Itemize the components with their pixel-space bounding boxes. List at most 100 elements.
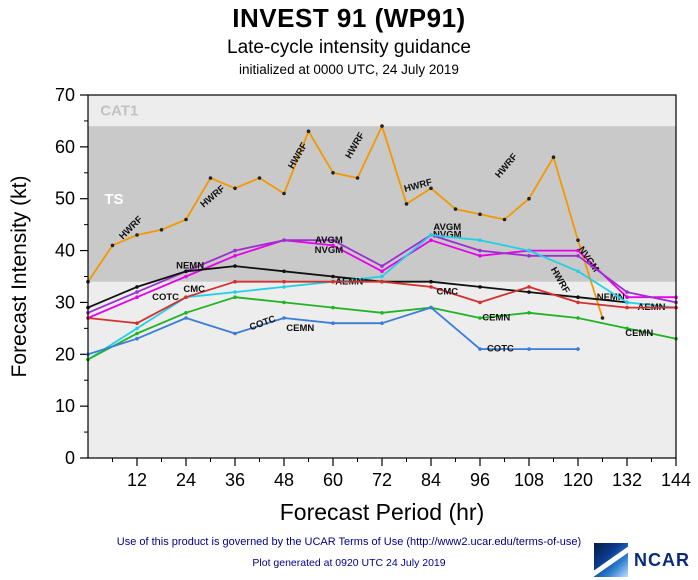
series-label-cemn: CEMN: [482, 313, 510, 324]
series-marker-hwrf: [135, 233, 139, 237]
ncar-logo-text: NCAR: [634, 549, 690, 570]
series-marker-hwrf: [453, 207, 458, 211]
series-marker-cmc: [478, 300, 482, 305]
series-marker-hwrf: [110, 243, 115, 248]
series-marker-cmc: [233, 279, 237, 284]
series-label-nvgm: NVGM: [433, 230, 462, 241]
series-label-avgm: AVGM: [433, 222, 461, 233]
series-marker-hwrf: [478, 212, 482, 217]
ncar-logo-icon: [594, 543, 628, 577]
series-marker-cotc: [429, 305, 433, 310]
series-marker-avgm: [478, 248, 482, 253]
ncar-logo: NCAR: [594, 543, 690, 577]
series-marker-nvgm: [478, 254, 482, 258]
series-marker-hwrf: [551, 155, 556, 159]
series-marker-aemn: [380, 274, 384, 279]
series-marker-cmc: [331, 279, 335, 284]
x-tick-label: 144: [661, 470, 691, 490]
series-marker-cmc: [380, 279, 384, 284]
y-axis-label: Forecast Intensity (kt): [8, 176, 31, 378]
y-tick-label: 40: [55, 241, 75, 261]
series-label-cmc: CMC: [436, 287, 458, 298]
y-tick-label: 50: [55, 189, 75, 209]
series-label-cotc: COTC: [487, 344, 514, 355]
series-marker-nvgm: [429, 238, 433, 242]
band-label-ts: TS: [104, 191, 123, 208]
series-marker-cemn: [478, 316, 482, 320]
series-label-nemn: NEMN: [597, 292, 625, 303]
series-marker-avgm: [233, 248, 237, 253]
series-marker-cmc: [282, 279, 286, 284]
chart-subtitle: Late-cycle intensity guidance: [227, 37, 471, 58]
series-marker-nvgm: [135, 295, 139, 300]
series-marker-hwrf: [159, 228, 164, 232]
series-marker-hwrf: [306, 129, 311, 134]
series-marker-cotc: [331, 321, 335, 326]
series-marker-cotc: [184, 316, 188, 320]
series-marker-cotc: [478, 347, 482, 351]
series-marker-cotc: [527, 347, 531, 351]
series-marker-hwrf: [527, 196, 531, 201]
series-marker-hwrf: [429, 186, 433, 191]
series-marker-avgm: [527, 254, 531, 258]
series-marker-aemn: [233, 290, 237, 294]
series-marker-cotc: [233, 331, 237, 336]
series-marker-hwrf: [257, 176, 262, 180]
band-cat1: [88, 95, 676, 127]
series-marker-nemn: [429, 279, 433, 284]
series-marker-cemn: [625, 326, 629, 331]
series-marker-avgm: [135, 290, 139, 294]
series-marker-nemn: [331, 274, 335, 279]
series-marker-hwrf: [184, 217, 188, 222]
series-marker-aemn: [478, 238, 482, 242]
x-tick-label: 108: [514, 470, 544, 490]
page-title: INVEST 91 (WP91): [232, 3, 466, 33]
series-marker-hwrf: [576, 238, 580, 242]
series-marker-cemn: [331, 305, 335, 310]
x-tick-label: 36: [225, 470, 245, 490]
series-marker-avgm: [625, 290, 629, 294]
series-marker-avgm: [282, 238, 286, 242]
series-marker-cotc: [380, 321, 384, 326]
terms-of-use-text: Use of this product is governed by the U…: [116, 536, 582, 548]
series-marker-nemn: [478, 285, 482, 289]
series-marker-hwrf: [600, 316, 605, 320]
series-marker-cmc: [527, 285, 531, 289]
plot-border: [87, 94, 677, 459]
series-marker-cmc: [576, 300, 580, 305]
series-marker-nvgm: [331, 243, 335, 248]
series-marker-hwrf: [404, 202, 409, 206]
series-marker-aemn: [625, 300, 629, 305]
series-label-cemn: CEMN: [625, 328, 653, 339]
series-marker-hwrf: [282, 191, 286, 196]
series-marker-nemn: [527, 290, 531, 294]
series-marker-cemn: [576, 316, 580, 320]
x-tick-label: 132: [612, 470, 642, 490]
y-tick-label: 60: [55, 137, 75, 157]
series-label-nvgm: NVGM: [315, 245, 344, 256]
series-marker-aemn: [282, 285, 286, 289]
series-marker-nvgm: [184, 274, 188, 279]
series-marker-avgm: [331, 238, 335, 242]
series-marker-avgm: [576, 254, 580, 258]
x-tick-label: 84: [421, 470, 441, 490]
series-marker-hwrf: [380, 124, 384, 128]
series-marker-aemn: [135, 326, 139, 331]
series-marker-nemn: [282, 269, 286, 274]
series-marker-cmc: [135, 321, 139, 326]
series-line-hwrf: [87, 125, 604, 319]
y-tick-label: 70: [55, 85, 75, 105]
series-marker-cemn: [527, 311, 531, 315]
series-marker-nvgm: [233, 254, 237, 258]
series-marker-cmc: [625, 305, 629, 310]
series-label-nemn: NEMN: [176, 261, 204, 272]
series-marker-nvgm: [625, 295, 629, 300]
x-tick-label: 12: [127, 470, 147, 490]
series-marker-hwrf: [355, 176, 360, 180]
x-tick-label: 48: [274, 470, 294, 490]
x-tick-label: 96: [470, 470, 490, 490]
series-label-avgm: AVGM: [315, 235, 343, 246]
series-marker-cemn: [233, 295, 237, 300]
x-tick-label: 60: [323, 470, 343, 490]
series-marker-cemn: [135, 331, 139, 336]
